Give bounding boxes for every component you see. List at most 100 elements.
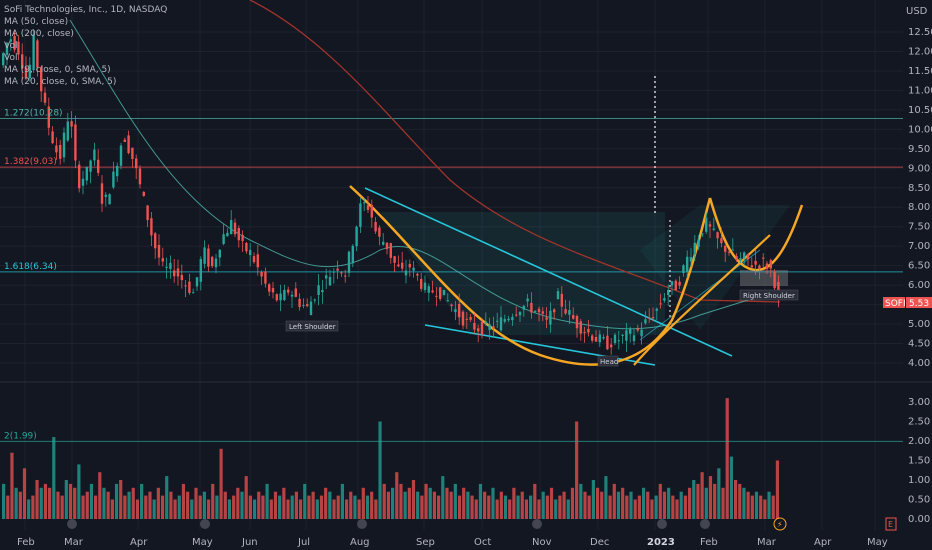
candle-body	[564, 309, 567, 314]
price-tick-label: 12.50	[908, 27, 932, 38]
volume-bar	[524, 499, 529, 519]
e-icon[interactable]: E	[885, 517, 897, 531]
volume-bar	[541, 491, 545, 519]
volume-bar	[487, 495, 491, 519]
volume-bar	[248, 495, 252, 519]
volume-bar	[282, 487, 286, 519]
volume-bar	[110, 499, 114, 519]
annotation-left-shoulder: Left Shoulder	[285, 320, 339, 332]
candle-body	[480, 321, 484, 335]
volume-bar	[453, 483, 457, 519]
volume-bar	[646, 491, 650, 519]
candle-body	[192, 292, 195, 294]
candle-body	[165, 266, 168, 268]
volume-bar	[27, 499, 31, 519]
volume-bar	[223, 491, 227, 519]
time-tick-label: Mar	[757, 537, 777, 548]
candle-body	[290, 294, 294, 297]
time-tick-label: May	[192, 537, 213, 548]
candle-body	[439, 287, 442, 299]
volume-bar	[600, 491, 604, 519]
last-price-badge[interactable]: SOFI 5.53	[883, 297, 932, 309]
volume-bar	[2, 483, 6, 519]
volume-bar	[466, 491, 470, 519]
candle-body	[408, 263, 411, 268]
candle-body	[644, 319, 647, 324]
candle-body	[294, 288, 297, 297]
volume-bar	[43, 483, 48, 519]
candle-body	[412, 267, 415, 271]
earnings-marker	[200, 519, 210, 529]
fib-label: 1.618(6.34)	[4, 262, 57, 272]
volume-bar	[215, 495, 219, 519]
volume-bar	[378, 421, 382, 519]
volume-bar	[621, 487, 625, 519]
time-tick-label: Sep	[416, 537, 435, 548]
candle-body	[43, 92, 47, 103]
volume-bar	[474, 499, 478, 519]
candle-body	[648, 317, 651, 319]
candle-body	[355, 226, 358, 247]
volume-bar	[64, 480, 68, 519]
volume-bar	[520, 491, 524, 519]
volume-bar	[449, 491, 453, 519]
candle-body	[678, 281, 681, 286]
volume-bar	[575, 421, 579, 519]
volume-bar	[470, 495, 474, 519]
candle-body	[496, 320, 499, 322]
volume-bar	[181, 483, 186, 519]
volume-bar	[633, 499, 637, 519]
pattern-zone	[380, 212, 665, 335]
volume-bar	[733, 480, 738, 519]
flash-icon[interactable]: ⚡	[773, 517, 787, 531]
fib-label: 1.382(9.03)	[4, 157, 57, 167]
candle-body	[241, 234, 244, 242]
candle-body	[545, 317, 548, 320]
price-tick-label: 9.00	[908, 163, 930, 174]
volume-bar	[407, 487, 411, 519]
volume-bar	[704, 487, 708, 519]
volume-bar	[89, 483, 94, 519]
volume-bar	[77, 464, 81, 519]
volume-bar	[119, 480, 123, 519]
volume-bar	[775, 460, 779, 519]
volume-bar	[650, 499, 654, 519]
volume-bar	[206, 499, 211, 519]
time-tick-label: Aug	[350, 537, 370, 548]
cup-zone	[640, 205, 790, 330]
volume-bar	[31, 495, 35, 519]
candle-body	[735, 256, 738, 261]
candle-body	[689, 257, 693, 262]
candle-body	[119, 145, 123, 166]
last-price-value: 5.53	[909, 299, 929, 309]
volume-bar	[252, 499, 257, 519]
candle-body	[146, 205, 149, 221]
volume-bar	[713, 483, 717, 519]
volume-bar	[357, 499, 361, 519]
volume-bar	[298, 499, 303, 519]
candle-body	[461, 311, 465, 326]
candle-body	[195, 277, 199, 287]
candle-body	[207, 248, 210, 267]
price-tick-label: 7.50	[908, 222, 930, 233]
candle-body	[378, 227, 381, 237]
candle-body	[66, 121, 69, 141]
volume-bar	[641, 487, 646, 519]
volume-bar	[324, 487, 328, 519]
candle-body	[260, 271, 263, 277]
volume-bar	[687, 487, 692, 519]
annotation-left-shoulder-label: Left Shoulder	[289, 323, 336, 331]
volume-bar	[286, 499, 290, 519]
volume-bar	[725, 398, 729, 519]
volume-bar	[10, 452, 14, 519]
volume-bar	[549, 487, 554, 519]
price-tick-label: 12.00	[908, 46, 932, 57]
volume-bar	[424, 483, 428, 519]
volume-bar	[529, 495, 533, 519]
indicator-ma9: MA (9, close, 0, SMA, 5)	[4, 65, 111, 75]
price-tick-label: 5.00	[908, 319, 930, 330]
volume-bar	[290, 495, 294, 519]
candle-body	[663, 298, 666, 301]
candle-body	[659, 303, 662, 305]
